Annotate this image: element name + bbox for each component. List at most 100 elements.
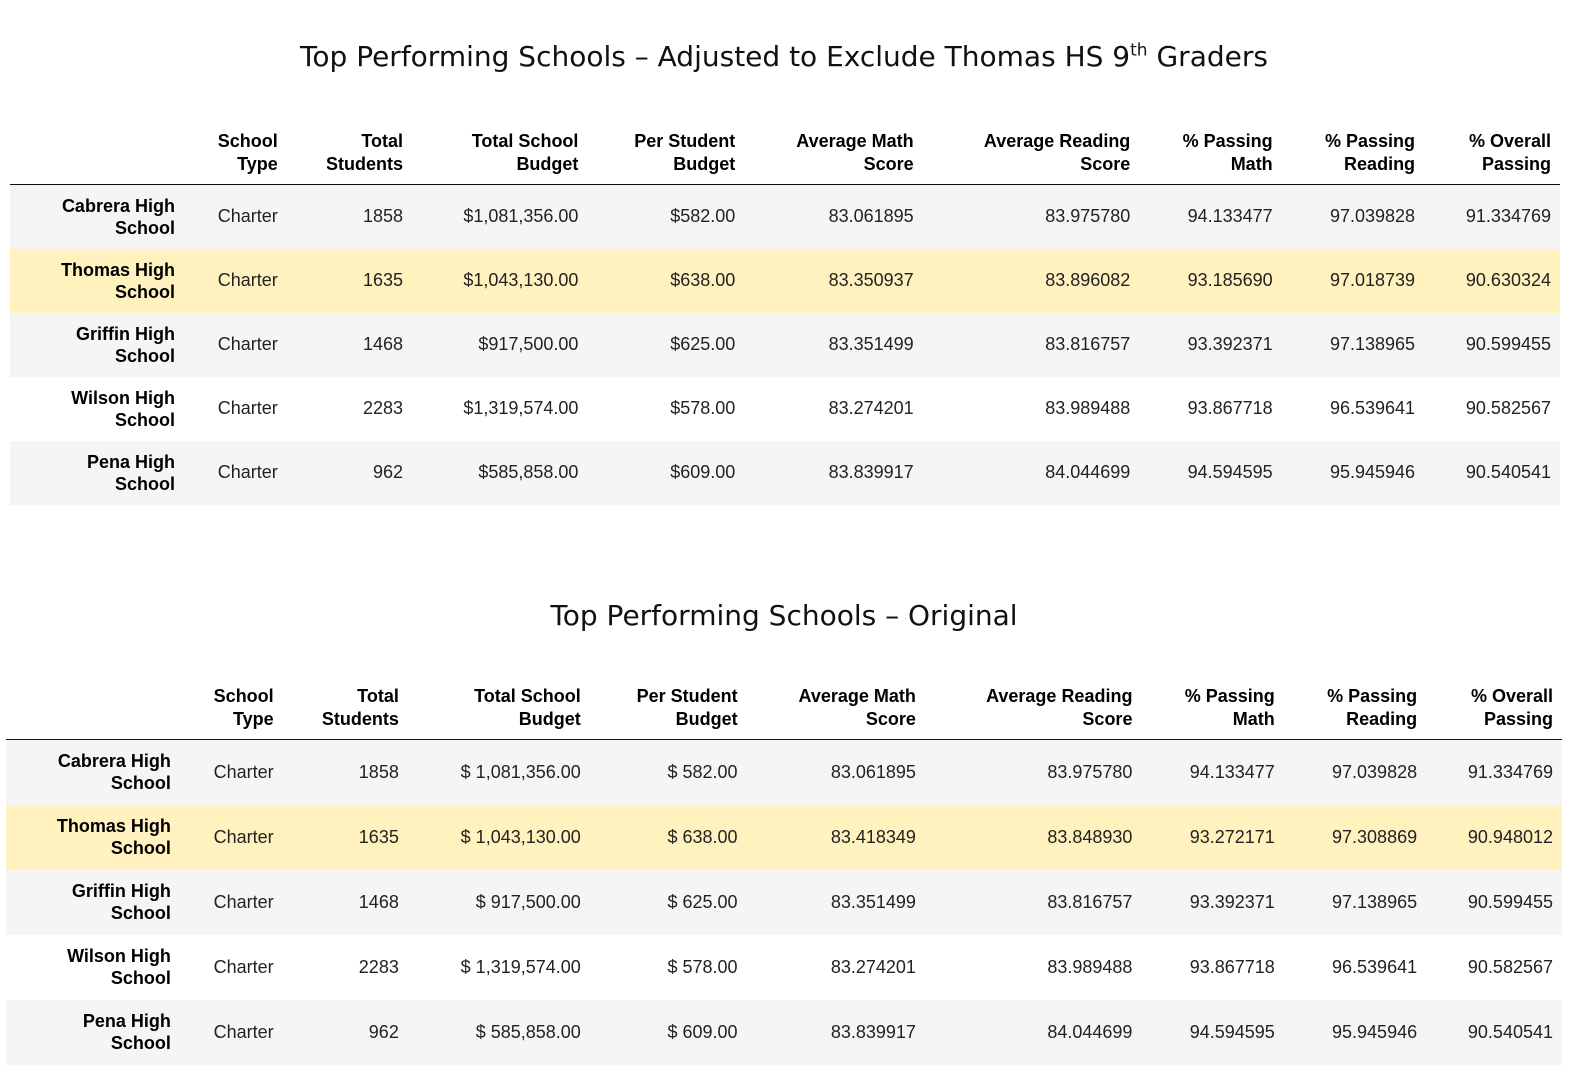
column-header-line2: Students	[325, 154, 403, 174]
cell-total-school-budget: $1,043,130.00	[463, 270, 579, 290]
cell-passing-reading: 95.945946	[1329, 462, 1416, 482]
cell-total-school-budget: $ 1,319,574.00	[460, 956, 581, 977]
cell-school-type: Charter	[217, 462, 278, 482]
cell-school-type: Charter	[217, 334, 278, 354]
cell-total-school-budget: $ 585,858.00	[475, 1021, 581, 1042]
column-header-line2: Score	[1082, 709, 1133, 729]
column-header-line2: Budget	[516, 154, 579, 174]
cell-average-reading-score: 83.816757	[1045, 334, 1131, 354]
cell-average-reading-score: 83.989488	[1045, 398, 1131, 418]
school-name-line: School	[114, 217, 175, 238]
school-name-line: Griffin High	[75, 323, 175, 344]
column-header-average-reading-score: Average Reading Score	[923, 130, 1140, 185]
school-name-line: School	[110, 903, 171, 923]
column-header-total-school-budget: Total School Budget	[408, 685, 590, 740]
cell-total-students: 2283	[362, 398, 403, 418]
column-header-total-school-budget: Total School Budget	[412, 130, 587, 185]
table-body: Cabrera High School Charter 1858 $ 1,081,356…	[6, 739, 1562, 1065]
column-header-line2: Budget	[673, 154, 736, 174]
cell-average-reading-score: 83.989488	[1047, 956, 1133, 977]
school-name-line: Cabrera High	[57, 751, 171, 772]
title-main: Top Performing Schools – Original	[550, 599, 1018, 632]
cell-average-reading-score: 84.044699	[1047, 1021, 1133, 1042]
cell-per-student-budget: $ 609.00	[667, 1021, 738, 1042]
column-header-line2: Math	[1232, 709, 1275, 729]
cell-school-type: Charter	[217, 398, 278, 418]
cell-total-school-budget: $ 917,500.00	[475, 891, 581, 912]
column-header-line1: School	[213, 686, 274, 706]
cell-per-student-budget: $609.00	[670, 462, 736, 482]
column-header-line2: Passing	[1483, 709, 1553, 729]
cell-per-student-budget: $ 578.00	[667, 956, 738, 977]
school-name-line: School	[110, 968, 171, 988]
column-header-passing-reading: % Passing Reading	[1284, 685, 1426, 740]
cell-average-math-score: 83.061895	[830, 761, 916, 782]
school-name-line: Cabrera High	[61, 195, 175, 216]
column-header-line2: Type	[233, 709, 274, 729]
school-name-line: School	[110, 838, 171, 858]
table-row: Wilson High School Charter 2283 $ 1,319,574.…	[6, 934, 1562, 1000]
column-header-line2: Type	[237, 154, 278, 174]
cell-total-students: 1635	[362, 270, 403, 290]
table-row: Pena High School Charter 962 $585,858.00 $609…	[10, 440, 1560, 505]
column-header-line1: % Passing	[1182, 131, 1273, 151]
column-header-line2: Reading	[1344, 154, 1416, 174]
cell-passing-math: 94.594595	[1189, 1021, 1275, 1042]
column-header-line1: Average Reading	[983, 131, 1131, 151]
cell-school-type: Charter	[217, 206, 278, 227]
cell-overall-passing: 90.948012	[1467, 826, 1553, 847]
column-header-passing-math: % Passing Math	[1141, 685, 1283, 740]
cell-overall-passing: 90.599455	[1467, 891, 1553, 912]
cell-passing-math: 94.133477	[1187, 206, 1273, 227]
column-header-line2: Students	[321, 709, 399, 729]
column-header-passing-reading: % Passing Reading	[1282, 130, 1424, 185]
cell-total-students: 962	[372, 462, 403, 482]
cell-per-student-budget: $638.00	[670, 270, 736, 290]
column-header-line1: % Passing	[1325, 131, 1416, 151]
column-header-line1: Per Student	[636, 686, 738, 706]
cell-passing-math: 93.185690	[1187, 270, 1273, 290]
cell-passing-reading: 96.539641	[1329, 398, 1416, 418]
table-row: Pena High School Charter 962 $ 585,858.00 $ 6…	[6, 999, 1562, 1065]
cell-school-type: Charter	[213, 891, 274, 912]
cell-school-type: Charter	[213, 826, 274, 847]
column-header-passing-math: % Passing Math	[1139, 130, 1281, 185]
table-row: Thomas High School Charter 1635 $1,043,130.0…	[10, 248, 1560, 313]
cell-overall-passing: 90.582567	[1465, 398, 1551, 418]
cell-passing-reading: 97.039828	[1332, 761, 1418, 782]
table-header: School Type Total Students Total School Budge…	[6, 685, 1562, 740]
title-tail: Graders	[1147, 40, 1268, 73]
column-header-total-students: Total Students	[283, 685, 408, 740]
cell-total-students: 1635	[358, 826, 399, 847]
school-name: Pena High School	[10, 441, 184, 505]
cell-total-school-budget: $1,081,356.00	[463, 206, 579, 227]
cell-per-student-budget: $582.00	[670, 206, 736, 227]
column-header-total-students: Total Students	[287, 130, 412, 185]
table-adjusted: School Type Total Students Total School Budge…	[10, 130, 1560, 505]
column-header-school-type: School Type	[184, 130, 287, 185]
column-header-line1: % Passing	[1184, 686, 1275, 706]
cell-average-math-score: 83.839917	[828, 462, 914, 482]
school-name-line: School	[110, 1033, 171, 1053]
cell-passing-math: 94.133477	[1189, 761, 1275, 782]
cell-passing-math: 93.867718	[1189, 956, 1275, 977]
cell-passing-math: 93.867718	[1187, 398, 1273, 418]
column-header-school-type: School Type	[180, 685, 283, 740]
school-name-line: Wilson High	[67, 946, 171, 966]
cell-passing-math: 93.272171	[1189, 826, 1275, 847]
section-title-original: Top Performing Schools – Original	[0, 599, 1568, 632]
school-name-line: School	[114, 281, 175, 302]
cell-total-school-budget: $917,500.00	[478, 334, 579, 354]
cell-per-student-budget: $625.00	[670, 334, 736, 354]
column-header-line1: Total School	[471, 131, 579, 151]
index-header	[6, 685, 180, 740]
cell-average-reading-score: 83.816757	[1047, 891, 1133, 912]
cell-overall-passing: 90.599455	[1465, 334, 1551, 354]
column-header-line2: Score	[865, 709, 916, 729]
table-original: School Type Total Students Total School Budge…	[6, 685, 1562, 1065]
school-name: Thomas High School	[10, 249, 184, 313]
column-header-line1: Total	[361, 131, 403, 151]
cell-average-reading-score: 83.896082	[1045, 270, 1131, 290]
column-header-line2: Budget	[518, 709, 581, 729]
cell-total-students: 1468	[362, 334, 403, 354]
